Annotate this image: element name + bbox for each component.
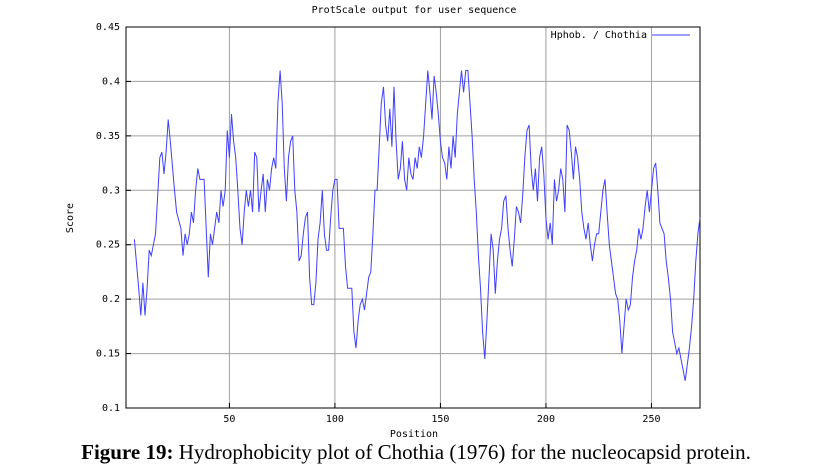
y-tick-label: 0.4 <box>102 76 120 87</box>
x-axis: 50 100 150 200 250 <box>223 403 660 425</box>
y-tick-label: 0.15 <box>96 349 120 360</box>
grid-lines <box>126 27 700 408</box>
y-tick-label: 0.45 <box>96 22 120 33</box>
y-tick-label: 0.35 <box>96 131 120 142</box>
x-tick-label: 200 <box>537 414 555 425</box>
x-tick-label: 250 <box>642 414 660 425</box>
y-tick-label: 0.2 <box>102 294 120 305</box>
figure-caption: Figure 19: Hydrophobicity plot of Chothi… <box>0 440 832 465</box>
caption-label: Figure 19: <box>81 440 174 464</box>
y-axis: 0.1 0.15 0.2 0.25 0.3 0.35 0.4 0.45 <box>96 22 131 414</box>
series-line-hphob-chothia <box>133 70 701 381</box>
caption-text: Hydrophobicity plot of Chothia (1976) fo… <box>173 440 751 464</box>
y-axis-label: Score <box>65 203 76 233</box>
x-tick-label: 100 <box>326 414 344 425</box>
y-tick-label: 0.1 <box>102 403 120 414</box>
y-tick-label: 0.25 <box>96 240 120 251</box>
y-tick-label: 0.3 <box>102 185 120 196</box>
x-tick-label: 50 <box>223 414 235 425</box>
legend-label: Hphob. / Chothia <box>551 30 647 41</box>
legend: Hphob. / Chothia <box>551 30 690 41</box>
x-tick-label: 150 <box>431 414 449 425</box>
chart-title: ProtScale output for user sequence <box>312 5 517 16</box>
x-axis-label: Position <box>390 429 438 440</box>
